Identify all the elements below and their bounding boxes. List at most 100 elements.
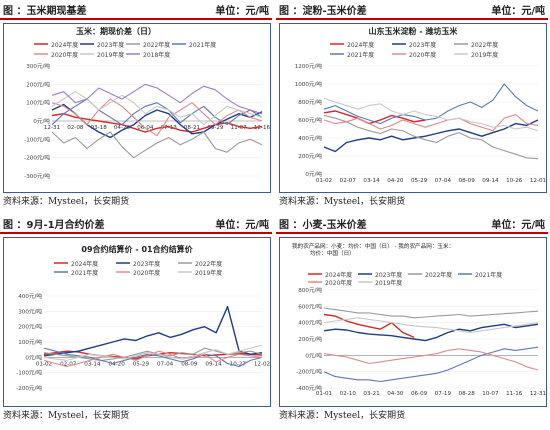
x-tick-label: 10-27 xyxy=(230,361,247,367)
legend-label: 2021年度 xyxy=(347,51,374,59)
x-tick-label: 04-20 xyxy=(387,178,404,184)
legend-item: 2022年度 xyxy=(454,41,498,49)
chart-svg: 山东玉米淀粉 - 潍坊玉米 2024年度 2023年度 2022年度 2021年度 202… xyxy=(295,26,546,184)
legend-item: 2023年度 xyxy=(358,271,402,279)
x-tick-label: 04-20 xyxy=(109,361,126,367)
x-tick-label: 01-01 xyxy=(316,391,333,397)
legend-label: 2019年度 xyxy=(471,51,498,59)
series-line-s2023 xyxy=(43,305,263,357)
chart-title: 山东玉米淀粉 - 潍坊玉米 xyxy=(369,26,459,36)
y-tick-label: -200元/吨 xyxy=(16,384,42,392)
legend-item: 2022年度 xyxy=(178,260,222,268)
chart-title: 玉米：期现价差（日） xyxy=(76,26,156,36)
y-tick-label: 200元/吨 xyxy=(18,323,42,331)
x-tick-label: 03-14 xyxy=(84,361,101,367)
legend-label: 2023年度 xyxy=(97,41,124,49)
y-tick-label: 0元/吨 xyxy=(305,351,322,359)
x-tick-label: 08-09 xyxy=(459,178,476,184)
y-tick-label: -100元/吨 xyxy=(24,135,50,143)
legend-label: 2023年度 xyxy=(375,271,402,279)
legend-label: 2024年度 xyxy=(51,41,78,49)
y-tick-label: 0元/吨 xyxy=(305,170,322,178)
x-tick-label: 07-04 xyxy=(157,361,174,367)
chart-title: 我的农产品网：小麦：均价：中国（日） - 我的农产品网：玉米：均价：中国（日） xyxy=(292,242,454,257)
chart-svg: 玉米：期现价差（日） 2024年度 2023年度 2022年度 2021年度 2020年度… xyxy=(24,26,270,180)
legend-item: 2019年度 xyxy=(454,51,498,59)
chart-panel-basis: 图 ：玉米期现基差 单位：元/吨 玉米：期现价差（日） 2024年度 2023年度 2… xyxy=(0,0,272,210)
x-tick-label: 12-01 xyxy=(530,178,546,184)
legend-label: 2020年度 xyxy=(51,51,78,59)
x-tick-label: 09-14 xyxy=(482,178,499,184)
legend-item: 2022年度 xyxy=(126,41,170,49)
y-tick-label: 300元/吨 xyxy=(18,307,42,315)
x-tick-label: 12-31 xyxy=(44,125,61,131)
legend-item: 2021年度 xyxy=(458,271,502,279)
legend-item: 2024年度 xyxy=(34,41,78,49)
x-tick-label: 02-08 xyxy=(67,125,84,131)
panel-header: 图 ：小麦-玉米价差 单位：元/吨 xyxy=(276,214,548,234)
y-tick-label: 1200元/吨 xyxy=(295,62,323,70)
series-line-s2020 xyxy=(323,114,539,132)
legend-item: 2019年度 xyxy=(358,279,402,287)
y-tick-label: 300元/吨 xyxy=(26,62,50,70)
legend-label: 2021年度 xyxy=(189,41,216,49)
legend-item: 2024年度 xyxy=(54,260,98,268)
series-line-s2024 xyxy=(323,313,415,339)
x-tick-label: 12-16 xyxy=(254,125,270,131)
legend-label: 2024年度 xyxy=(347,41,374,49)
chart-title: 09合约结算价 - 01合约结算价 xyxy=(81,244,193,254)
x-tick-label: 04-26 xyxy=(114,125,131,131)
legend-label: 2018年度 xyxy=(143,51,170,59)
series-line-s2023 xyxy=(323,323,539,342)
x-tick-label: 08-09 xyxy=(181,361,198,367)
legend-item: 2023年度 xyxy=(116,260,160,268)
legend-label: 2020年度 xyxy=(409,51,436,59)
y-tick-label: 600元/吨 xyxy=(298,116,322,124)
series-line-s2021 xyxy=(43,347,263,368)
legend-label: 2023年度 xyxy=(409,41,436,49)
legend-item: 2024年度 xyxy=(308,271,352,279)
panel-unit: 单位：元/吨 xyxy=(215,6,269,17)
legend-item: 2021年度 xyxy=(172,41,216,49)
x-tick-label: 09-29 xyxy=(207,125,224,131)
series-line-s2022 xyxy=(323,114,539,160)
y-tick-label: 200元/吨 xyxy=(298,152,322,160)
legend-label: 2019年度 xyxy=(195,269,222,277)
x-tick-label: 04-30 xyxy=(387,391,404,397)
legend-item: 2020年度 xyxy=(392,51,436,59)
chart-panel-starch-corn: 图 ：淀粉-玉米价差 单位：元/吨 山东玉米淀粉 - 潍坊玉米 2024年度 202… xyxy=(276,0,548,210)
source-note: 资料来源：Mysteel，长安期货 xyxy=(279,411,406,421)
y-tick-label: 200元/吨 xyxy=(26,80,50,88)
series-line-s2024 xyxy=(51,112,263,133)
y-tick-label: 600元/吨 xyxy=(298,302,322,310)
y-tick-label: 100元/吨 xyxy=(26,99,50,107)
panel-title: 图 ：9月-1月合约价差 xyxy=(3,220,105,231)
series-line-s2020 xyxy=(323,348,539,371)
series-line-s2018 xyxy=(51,83,263,115)
x-tick-label: 01-02 xyxy=(316,178,332,184)
legend-item: 2019年度 xyxy=(80,51,124,59)
legend-item: 2019年度 xyxy=(178,269,222,277)
x-tick-label: 12-02 xyxy=(254,361,270,367)
x-tick-label: 02-10 xyxy=(340,391,357,397)
x-tick-label: 09-14 xyxy=(205,361,222,367)
panel-unit: 单位：元/吨 xyxy=(491,6,545,17)
panel-unit: 单位：元/吨 xyxy=(491,220,545,231)
source-note: 资料来源：Mysteel，长安期货 xyxy=(279,197,406,207)
legend-label: 2022年度 xyxy=(425,271,452,279)
series-line-s2019 xyxy=(51,91,263,126)
x-tick-label: 08-21 xyxy=(184,125,201,131)
y-tick-label: -200元/吨 xyxy=(24,154,50,162)
legend-label: 2022年度 xyxy=(143,41,170,49)
chart-svg: 09合约结算价 - 01合约结算价 2024年度 2023年度 2022年度 2021年… xyxy=(16,244,270,392)
x-tick-label: 01-02 xyxy=(36,361,52,367)
y-tick-label: -200元/吨 xyxy=(296,368,322,376)
legend-item: 2018年度 xyxy=(126,51,170,59)
source-note: 资料来源：Mysteel，长安期货 xyxy=(3,197,130,207)
legend-label: 2019年度 xyxy=(97,51,124,59)
chart-title-line: 我的农产品网：小麦：均价：中国（日） - 我的农产品网：玉米： xyxy=(292,242,454,250)
y-tick-label: 0元/吨 xyxy=(25,353,42,361)
x-tick-label: 03-14 xyxy=(363,178,380,184)
chart-svg: 我的农产品网：小麦：均价：中国（日） - 我的农产品网：玉米：均价：中国（日） 2… xyxy=(292,242,546,397)
series-line-s2023 xyxy=(323,119,539,153)
